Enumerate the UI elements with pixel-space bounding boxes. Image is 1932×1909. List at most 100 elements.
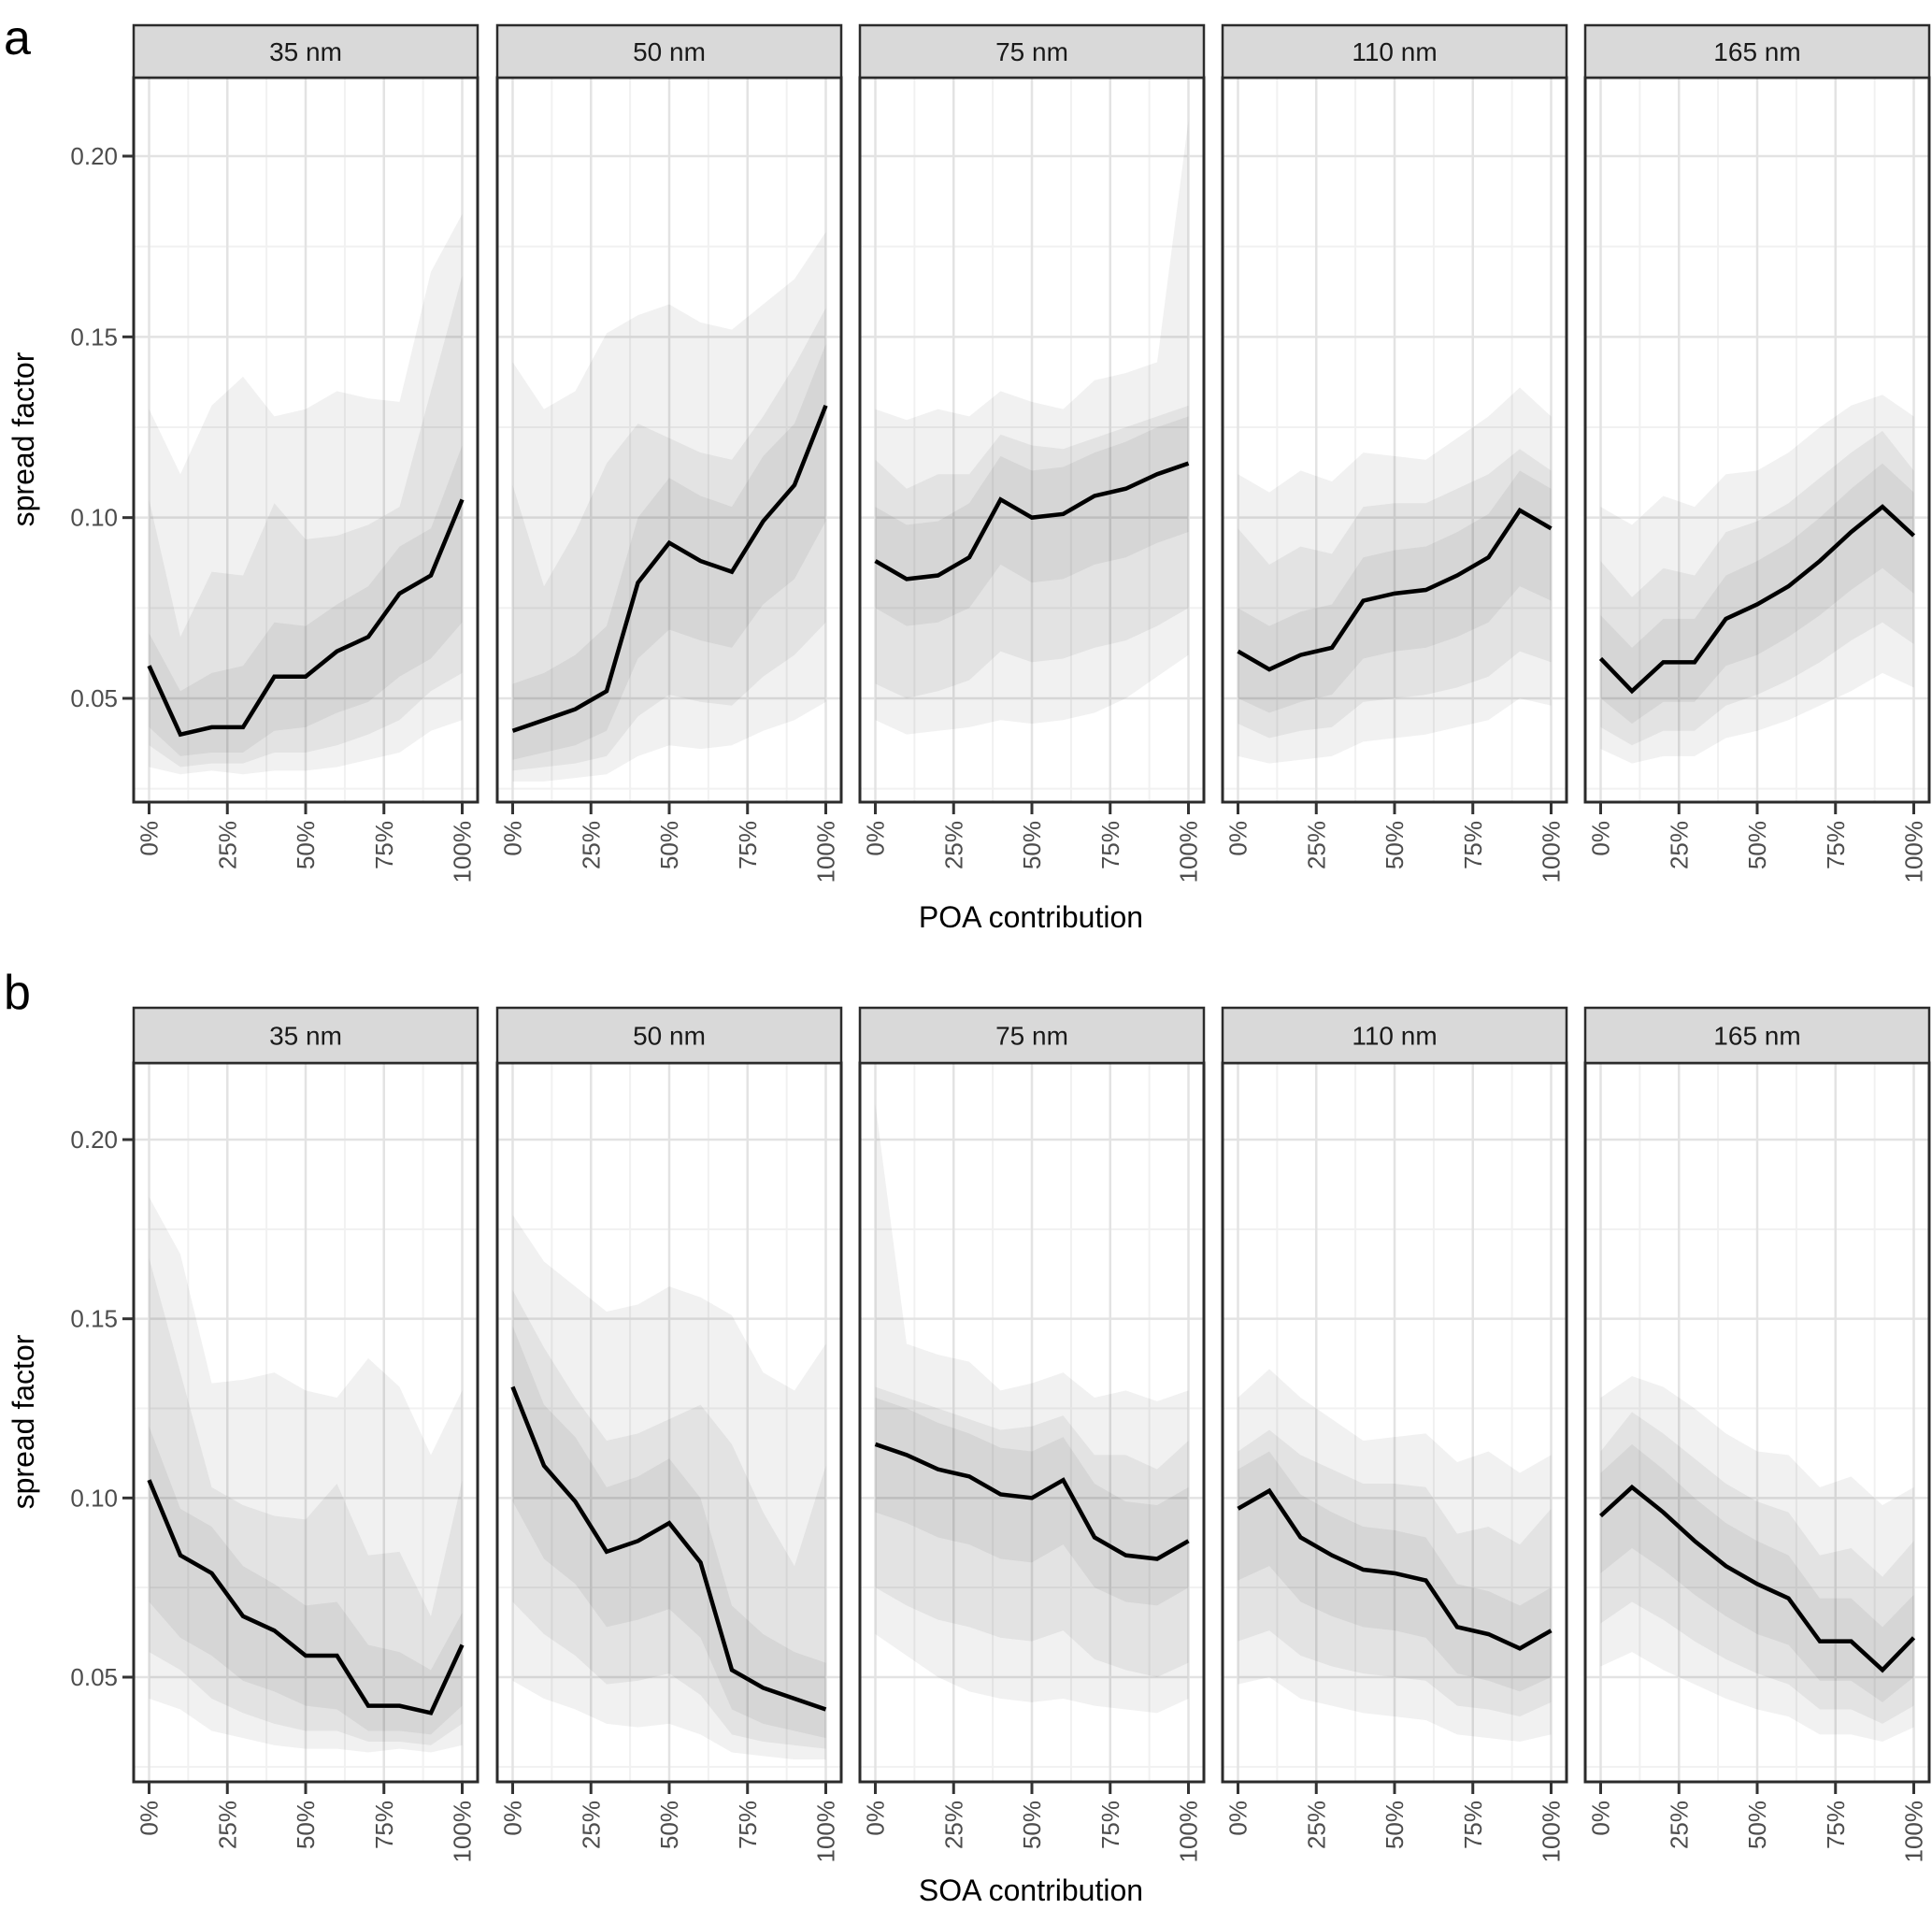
facet-strip-label: 110 nm (1352, 37, 1437, 66)
uncertainty-band-inner (512, 344, 826, 760)
uncertainty-band-inner (1600, 1443, 1914, 1702)
x-tick-label: 50% (1381, 821, 1409, 869)
median-line (1237, 507, 1553, 672)
facet-strip (1221, 1006, 1568, 1065)
x-tick-label: 50% (1018, 1801, 1046, 1849)
uncertainty-band-outer (512, 1214, 826, 1760)
subfigure-label-b: b (4, 966, 31, 1020)
x-tick-label: 50% (1743, 821, 1771, 869)
uncertainty-band-outer (1600, 395, 1914, 764)
x-tick-label: 0% (1587, 821, 1615, 856)
x-tick-label: 50% (1381, 1801, 1409, 1849)
x-tick-label: 0% (499, 1801, 527, 1836)
x-tick-label: 25% (1665, 821, 1693, 869)
x-tick-label: 0% (862, 821, 890, 856)
median-line (147, 498, 465, 738)
uncertainty-band-middle (149, 1257, 463, 1745)
x-tick-label: 25% (577, 821, 605, 869)
facet-strip (1583, 1006, 1931, 1065)
x-tick-label: 25% (939, 1801, 967, 1849)
uncertainty-band-inner (875, 1398, 1189, 1606)
y-tick-label: 0.10 (70, 504, 118, 532)
median-line (1237, 1487, 1553, 1651)
x-tick-label: 100% (1538, 1801, 1566, 1863)
x-tick-label: 0% (499, 821, 527, 856)
uncertainty-band-outer (875, 120, 1189, 735)
x-tick-label: 50% (1018, 821, 1046, 869)
facet-strip-label: 50 nm (633, 1022, 706, 1051)
x-tick-label: 75% (1096, 1801, 1124, 1849)
x-tick-label: 0% (136, 1801, 164, 1836)
y-tick-label: 0.15 (70, 1305, 118, 1333)
median-line (510, 1385, 827, 1712)
x-tick-label: 50% (292, 1801, 320, 1849)
y-tick-label: 0.20 (70, 142, 118, 170)
uncertainty-band-middle (875, 1386, 1189, 1677)
row-b-panels: 35 nm 0% 25% 50% 75% 100% 50 nm 0% 25% 50% 75% 100%… (70, 1006, 1931, 1863)
uncertainty-band-inner (875, 416, 1189, 626)
facet-strip (495, 23, 843, 79)
chart-row-a: a spread factor POA contribution 35 nm 0%… (4, 11, 1931, 934)
uncertainty-band-outer (149, 213, 463, 775)
y-tick-label: 0.10 (70, 1484, 118, 1512)
x-tick-label: 100% (1175, 1801, 1203, 1863)
uncertainty-band-outer (149, 1197, 463, 1753)
x-tick-label: 75% (734, 821, 762, 869)
x-tick-label: 100% (449, 821, 477, 883)
x-tick-label: 75% (370, 821, 398, 869)
x-tick-label: 100% (449, 1801, 477, 1863)
uncertainty-band-middle (512, 1290, 826, 1749)
x-tick-label: 25% (1302, 821, 1330, 869)
y-tick-label: 0.20 (70, 1126, 118, 1154)
uncertainty-band-outer (875, 1103, 1189, 1714)
x-tick-label: 75% (1096, 821, 1124, 869)
uncertainty-band-inner (512, 1326, 826, 1739)
x-tick-label: 0% (1224, 1801, 1252, 1836)
median-line (874, 461, 1190, 581)
facet-strip-label: 50 nm (633, 37, 706, 66)
uncertainty-band-middle (1600, 1412, 1914, 1724)
x-tick-label: 75% (1459, 1801, 1487, 1849)
y-tick-label: 0.05 (70, 1663, 118, 1691)
facet-strip (495, 1006, 843, 1065)
y-tick-label: 0.15 (70, 323, 118, 351)
x-tick-label: 50% (292, 821, 320, 869)
uncertainty-band-inner (149, 445, 463, 756)
median-line (511, 404, 828, 733)
facet-strip-label: 35 nm (269, 37, 342, 66)
y-axis-title: spread factor (7, 1334, 40, 1509)
uncertainty-band-middle (149, 275, 463, 768)
chart-row-b: b spread factor SOA contribution 35 nm 0%… (4, 966, 1931, 1907)
facet-strip-label: 165 nm (1713, 1022, 1800, 1051)
y-tick-label: 0.05 (70, 684, 118, 712)
x-tick-label: 100% (812, 821, 840, 883)
facet-strip-label: 75 nm (995, 1022, 1068, 1051)
uncertainty-band-middle (1600, 430, 1914, 746)
uncertainty-band-inner (1600, 463, 1914, 725)
facet-strip (858, 23, 1206, 79)
x-axis-title-soa: SOA contribution (919, 1873, 1143, 1907)
x-tick-label: 100% (1538, 821, 1566, 883)
uncertainty-band-middle (512, 308, 826, 771)
facet-strip (858, 1006, 1206, 1065)
median-line (1598, 1484, 1916, 1673)
x-tick-label: 100% (1175, 821, 1203, 883)
x-tick-label: 0% (1587, 1801, 1615, 1836)
x-tick-label: 75% (734, 1801, 762, 1849)
uncertainty-band-inner (149, 1426, 463, 1735)
y-axis-title: spread factor (7, 352, 40, 526)
facet-strip (1583, 23, 1931, 79)
uncertainty-band-middle (875, 405, 1189, 698)
facet-strip-label: 110 nm (1352, 1022, 1437, 1051)
x-tick-label: 25% (939, 821, 967, 869)
facet-strip-label: 165 nm (1713, 37, 1800, 66)
uncertainty-band-outer (1238, 1369, 1552, 1742)
x-tick-label: 0% (1224, 821, 1252, 856)
median-line (1598, 504, 1916, 695)
uncertainty-band-outer (1600, 1376, 1914, 1742)
median-line (874, 1442, 1190, 1561)
x-tick-label: 25% (1665, 1801, 1693, 1849)
x-tick-label: 0% (136, 821, 164, 856)
x-tick-label: 75% (1459, 821, 1487, 869)
